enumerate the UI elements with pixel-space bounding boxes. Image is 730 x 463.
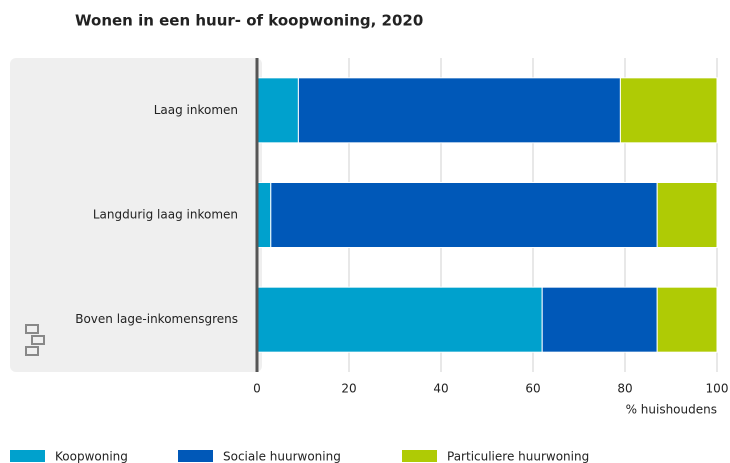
bar-segment [656,286,718,353]
bar-segment [256,182,272,248]
legend-label: Koopwoning [55,450,128,463]
bar-segment [270,182,658,248]
x-axis-label: % huishoudens [626,403,717,417]
bar-segment [297,77,621,144]
legend-swatch [402,450,437,462]
x-tick-label: 20 [341,382,356,396]
x-tick-label: 0 [253,382,261,396]
y-tick-label: Laag inkomen [154,103,238,117]
x-tick-label: 40 [433,382,448,396]
logo [25,324,45,356]
x-tick-label: 80 [617,382,632,396]
bar-segment [541,286,658,353]
legend-label: Sociale huurwoning [223,450,341,463]
y-tick-label: Langdurig laag inkomen [93,208,238,222]
bar-segment [656,182,718,248]
chart-title: Wonen in een huur- of koopwoning, 2020 [75,12,423,30]
legend-swatch [178,450,213,462]
legend-label: Particuliere huurwoning [447,450,589,463]
x-tick-label: 100 [706,382,729,396]
bar-segment [256,77,299,144]
y-tick-label: Boven lage-inkomensgrens [75,312,238,326]
bar-segment [619,77,718,144]
bar-segment [256,286,543,353]
x-tick-label: 60 [525,382,540,396]
category-panel [10,58,262,372]
legend-swatch [10,450,45,462]
